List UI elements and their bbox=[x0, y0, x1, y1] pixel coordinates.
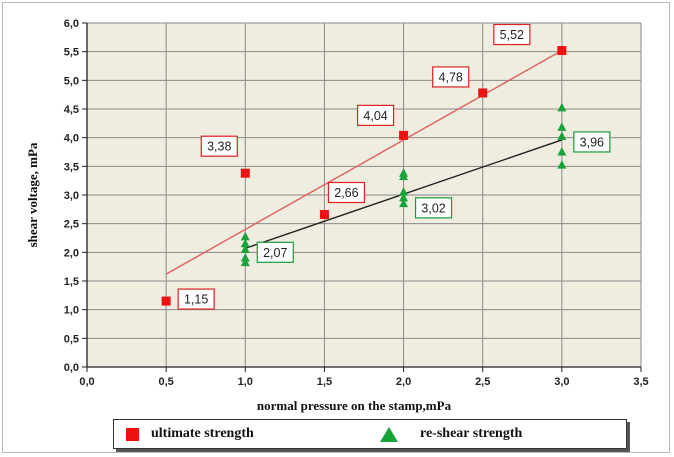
y-tick-label: 0,5 bbox=[64, 333, 79, 345]
y-tick-label: 5,5 bbox=[64, 47, 79, 59]
y-tick-label: 3,0 bbox=[64, 190, 79, 202]
y-tick-label: 1,0 bbox=[64, 305, 79, 317]
x-tick-label: 3,5 bbox=[633, 376, 648, 388]
y-tick-label: 0,0 bbox=[64, 362, 79, 374]
re-shear-strength-point bbox=[557, 147, 567, 156]
y-tick-label: 2,5 bbox=[64, 219, 79, 231]
data-label: 1,15 bbox=[184, 293, 208, 307]
y-tick-label: 3,5 bbox=[64, 161, 79, 173]
y-tick-label: 5,0 bbox=[64, 75, 79, 87]
data-label: 4,04 bbox=[363, 109, 387, 123]
re-shear-strength-point bbox=[557, 131, 567, 141]
re-shear-strength-point bbox=[240, 253, 250, 262]
re-shear-strength-point bbox=[557, 102, 567, 112]
green-triangle-marker-icon bbox=[380, 426, 398, 442]
x-tick-label: 0,5 bbox=[158, 376, 173, 388]
y-axis-title: shear voltage, mPa bbox=[25, 142, 40, 247]
callout-box bbox=[177, 288, 215, 310]
legend-label-reshear: re-shear strength bbox=[420, 426, 523, 441]
data-label: 2,66 bbox=[334, 186, 358, 200]
legend-label-ultimate: ultimate strength bbox=[151, 426, 254, 441]
callout-box bbox=[356, 104, 395, 126]
callout-box bbox=[200, 135, 238, 157]
x-tick-label: 0,0 bbox=[79, 376, 94, 388]
re-shear-strength-point bbox=[240, 244, 250, 253]
data-label: 5,52 bbox=[500, 28, 524, 42]
data-label: 3,38 bbox=[207, 140, 231, 154]
chart-legend: ultimate strength re-shear strength bbox=[113, 419, 627, 449]
x-tick-label: 2,0 bbox=[396, 376, 411, 388]
re-shear-strength-point bbox=[240, 231, 250, 241]
scatter-chart: 0,0 0,5 1,0 1,5 2,0 2,5 3,0 3,5 0,0 0,5 1,0 1,5 2,0 2… bbox=[25, 18, 649, 413]
x-tick-label: 1,0 bbox=[238, 376, 253, 388]
callout-box bbox=[414, 197, 453, 219]
ultimate-strength-point bbox=[478, 88, 488, 98]
callout-box bbox=[432, 66, 470, 88]
y-tick-label: 2,0 bbox=[64, 247, 79, 259]
y-tick-label: 1,5 bbox=[64, 276, 79, 288]
re-shear-strength-point bbox=[399, 187, 409, 196]
red-square-marker-icon bbox=[126, 427, 139, 441]
ultimate-strength-point bbox=[319, 209, 329, 219]
re-shear-strength-point bbox=[399, 192, 409, 202]
x-tick-label: 1,5 bbox=[317, 376, 332, 388]
ultimate-strength-point bbox=[557, 46, 567, 56]
data-label: 3,96 bbox=[580, 135, 604, 149]
y-tick-label: 4,0 bbox=[64, 133, 79, 145]
re-shear-strength-point bbox=[399, 198, 409, 208]
chart-frame: 0,0 0,5 1,0 1,5 2,0 2,5 3,0 3,5 0,0 0,5 1,0 1,5 2,0 2… bbox=[2, 2, 670, 453]
re-shear-strength-point bbox=[557, 122, 567, 131]
x-tick-label: 3,0 bbox=[554, 376, 569, 388]
re-shear-strength-point bbox=[240, 257, 250, 267]
y-tick-label: 4,5 bbox=[64, 104, 79, 116]
x-tick-label: 2,5 bbox=[475, 376, 490, 388]
ultimate-strength-point bbox=[161, 296, 171, 306]
data-label: 4,78 bbox=[439, 70, 463, 84]
x-axis-title: normal pressure on the stamp,mPa bbox=[257, 398, 452, 413]
data-label: 3,02 bbox=[421, 201, 445, 215]
callout-box bbox=[573, 131, 611, 153]
ultimate-strength-point bbox=[240, 168, 250, 178]
re-shear-strength-point bbox=[399, 168, 409, 177]
ultimate-strength-point bbox=[399, 130, 409, 140]
callout-box bbox=[493, 23, 531, 46]
re-shear-strength-point bbox=[240, 238, 250, 248]
data-label: 2,07 bbox=[263, 246, 287, 260]
callout-box bbox=[256, 241, 294, 263]
y-tick-label: 6,0 bbox=[64, 18, 79, 30]
legend-item-ultimate: ultimate strength bbox=[126, 426, 254, 442]
callout-box bbox=[327, 181, 366, 204]
re-shear-strength-point bbox=[557, 160, 567, 169]
legend-item-reshear: re-shear strength bbox=[380, 426, 522, 442]
trendline-ultimate bbox=[165, 49, 563, 275]
